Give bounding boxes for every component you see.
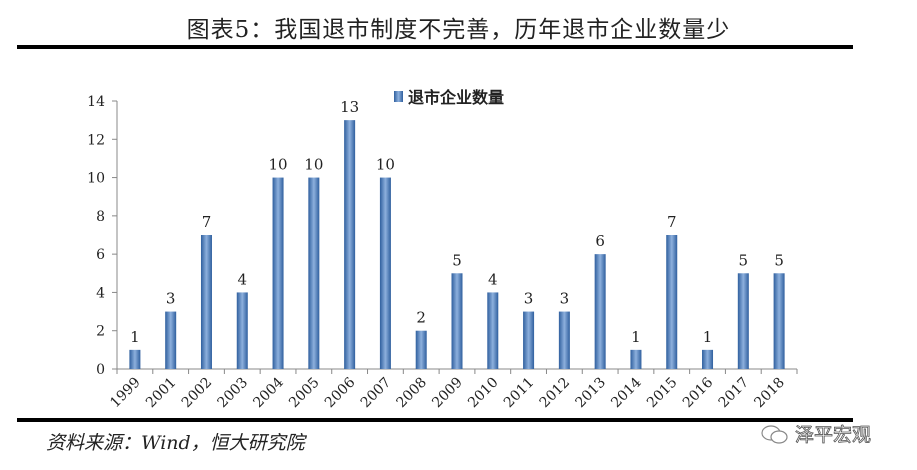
- legend-label: 退市企业数量: [408, 88, 504, 107]
- data-label: 3: [166, 290, 176, 308]
- data-label: 5: [774, 251, 784, 269]
- y-tick-label: 4: [96, 285, 105, 301]
- x-tick-label: 2018: [751, 375, 788, 412]
- bar-series: 1199932001720024200310200410200513200610…: [107, 98, 788, 411]
- bar: [272, 177, 284, 369]
- chart-title: 图表5：我国退市制度不完善，历年退市企业数量少: [186, 17, 731, 43]
- data-label: 2: [416, 309, 426, 327]
- x-tick-label: 2017: [716, 375, 753, 412]
- x-tick-label: 2016: [680, 374, 717, 411]
- x-tick-label: 2002: [179, 375, 216, 412]
- x-tick-label: 1999: [107, 375, 144, 412]
- x-tick-label: 2011: [501, 375, 538, 412]
- bar: [487, 292, 499, 369]
- source-note: 资料来源：Wind，恒大研究院: [46, 432, 305, 454]
- x-tick-label: 2003: [215, 375, 252, 412]
- x-tick-label: 2005: [286, 375, 323, 412]
- bar: [165, 311, 177, 369]
- x-tick-label: 2008: [394, 375, 431, 412]
- data-label: 10: [304, 156, 323, 174]
- bar: [737, 273, 749, 369]
- data-label: 4: [488, 270, 498, 288]
- x-tick-label: 2007: [358, 375, 395, 412]
- x-tick-label: 2004: [250, 374, 287, 411]
- bar: [415, 330, 427, 369]
- bar: [666, 235, 678, 369]
- x-tick-label: 2006: [322, 374, 359, 411]
- y-tick-label: 10: [87, 171, 105, 187]
- data-label: 3: [560, 290, 570, 308]
- x-tick-label: 2009: [429, 375, 466, 412]
- y-axis: 0 2 4 6 8 10 12 14: [87, 94, 118, 378]
- bar: [344, 120, 356, 370]
- x-tick-label: 2015: [644, 375, 681, 412]
- bar: [773, 273, 785, 369]
- data-label: 10: [269, 156, 288, 174]
- bar: [200, 235, 212, 369]
- x-axis: [116, 368, 798, 374]
- legend-swatch: [394, 91, 403, 102]
- data-label: 7: [202, 213, 212, 231]
- watermark: 泽平宏观: [795, 424, 872, 447]
- bottom-divider: [17, 418, 853, 422]
- data-label: 1: [703, 328, 713, 346]
- wechat-icon: [761, 425, 788, 444]
- x-tick-label: 2014: [608, 374, 645, 411]
- bar: [558, 311, 570, 369]
- data-label: 3: [524, 290, 534, 308]
- data-label: 1: [631, 328, 641, 346]
- bar: [451, 273, 463, 369]
- data-label: 7: [667, 213, 677, 231]
- data-label: 5: [452, 251, 462, 269]
- x-tick-label: 2012: [537, 375, 574, 412]
- legend: 退市企业数量: [394, 88, 504, 107]
- bar: [523, 311, 535, 369]
- bar: [129, 349, 141, 369]
- y-tick-label: 6: [96, 247, 105, 263]
- x-tick-label: 2010: [465, 375, 502, 412]
- y-tick-label: 14: [87, 94, 105, 110]
- bar: [308, 177, 320, 369]
- bar: [630, 349, 642, 369]
- bar: [379, 177, 391, 369]
- data-label: 13: [340, 98, 359, 116]
- y-tick-label: 2: [96, 324, 105, 340]
- data-label: 1: [130, 328, 140, 346]
- x-tick-label: 2013: [572, 375, 609, 412]
- bar: [236, 292, 248, 369]
- top-divider: [17, 45, 853, 49]
- data-label: 5: [739, 251, 749, 269]
- y-tick-label: 0: [96, 362, 105, 378]
- data-label: 10: [376, 156, 395, 174]
- bar: [702, 349, 714, 369]
- y-tick-label: 8: [96, 209, 105, 225]
- data-label: 4: [237, 270, 247, 288]
- y-tick-label: 12: [87, 132, 105, 148]
- data-label: 6: [595, 232, 605, 250]
- bar: [594, 254, 606, 369]
- x-tick-label: 2001: [143, 375, 180, 412]
